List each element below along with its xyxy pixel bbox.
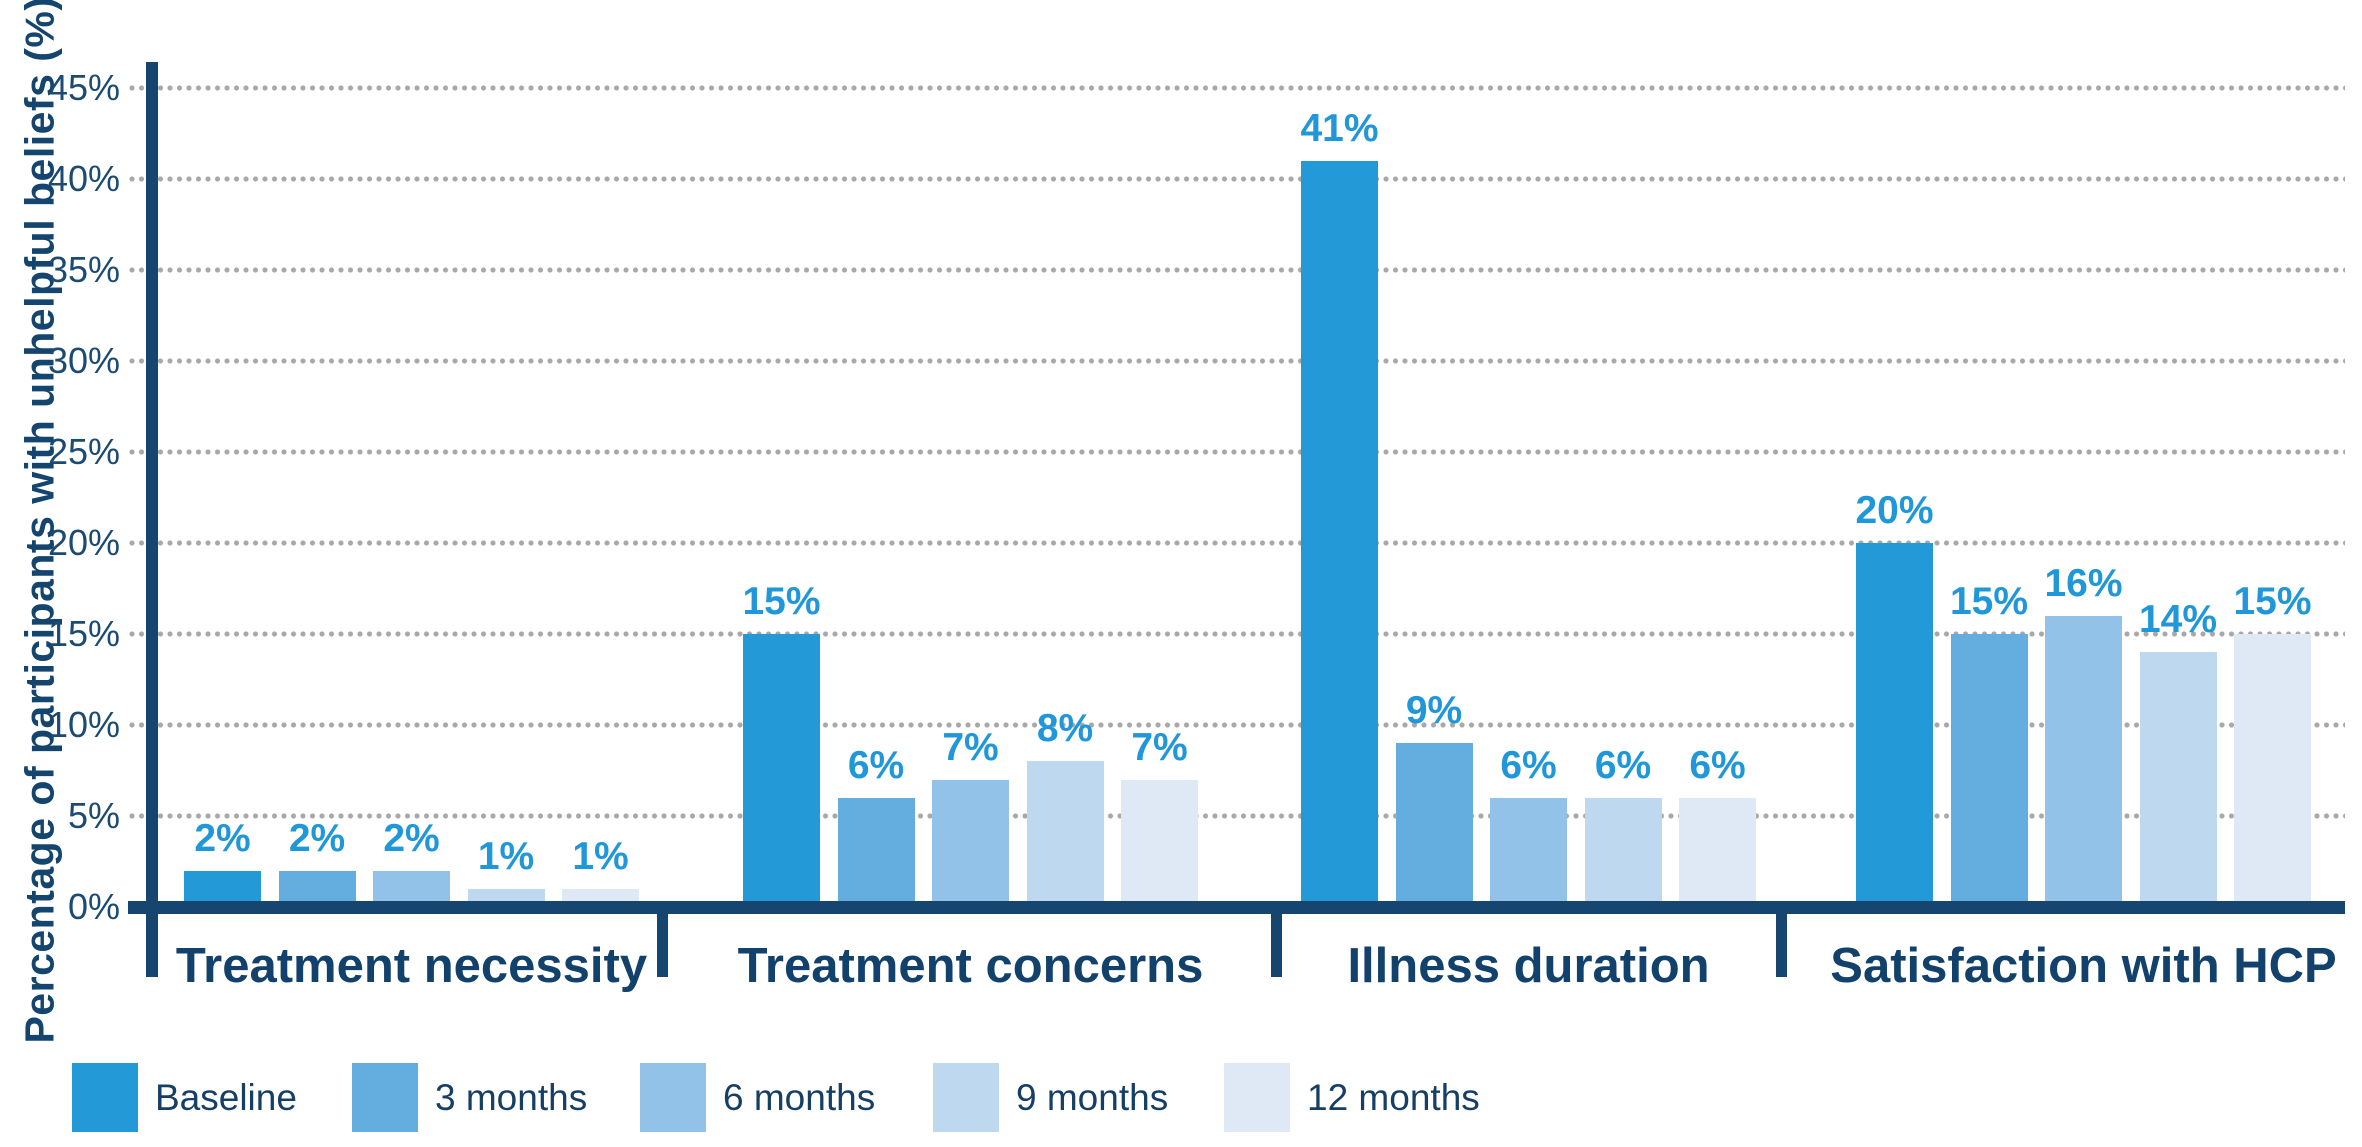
legend-label: 9 months bbox=[1016, 1076, 1169, 1118]
bar-value-label: 1% bbox=[477, 834, 535, 878]
category-label: Treatment concerns bbox=[737, 939, 1204, 993]
gridline bbox=[128, 813, 2345, 819]
gridline bbox=[128, 176, 2345, 182]
y-tick-label: 5% bbox=[67, 795, 120, 836]
category-label: Satisfaction with HCP bbox=[1830, 939, 2337, 993]
gridline bbox=[128, 85, 2345, 91]
y-tick-label: 40% bbox=[47, 158, 120, 199]
bar-value-label: 15% bbox=[742, 580, 821, 623]
gridline bbox=[128, 722, 2345, 728]
bar bbox=[1395, 743, 1473, 907]
bar-value-label: 20% bbox=[1855, 489, 1934, 532]
bar bbox=[2234, 634, 2311, 907]
gridline bbox=[128, 540, 2345, 546]
y-tick-label: 10% bbox=[47, 704, 120, 745]
bar bbox=[743, 634, 820, 907]
bar-value-label: 7% bbox=[942, 725, 999, 769]
bar bbox=[278, 870, 356, 907]
category-divider bbox=[1271, 914, 1282, 977]
legend-swatch bbox=[640, 1063, 706, 1132]
bar-value-label: 6% bbox=[847, 743, 905, 787]
legend-item: 12 months bbox=[1224, 1063, 1480, 1132]
bar-value-label: 41% bbox=[1300, 106, 1379, 150]
bar bbox=[1026, 761, 1104, 907]
bar-value-label: 15% bbox=[1949, 580, 2029, 623]
bar bbox=[837, 797, 915, 907]
bar-value-label: 2% bbox=[194, 816, 251, 860]
bar bbox=[1856, 543, 1933, 907]
bar bbox=[2139, 652, 2217, 907]
bar bbox=[1679, 797, 1756, 907]
legend-item: 6 months bbox=[640, 1063, 875, 1132]
legend-label: Baseline bbox=[155, 1076, 297, 1118]
y-tick-label: 45% bbox=[47, 67, 120, 108]
legend-item: Baseline bbox=[72, 1063, 297, 1132]
legend-label: 6 months bbox=[723, 1076, 876, 1118]
category-divider bbox=[1776, 914, 1787, 977]
category-label: Treatment necessity bbox=[175, 939, 648, 993]
bar-value-label: 16% bbox=[2044, 561, 2123, 605]
bar-value-label: 1% bbox=[572, 834, 629, 878]
y-tick-label: 30% bbox=[47, 340, 120, 381]
gridline bbox=[128, 267, 2345, 273]
bar bbox=[184, 870, 261, 907]
gridline bbox=[128, 631, 2345, 637]
bar bbox=[2045, 615, 2122, 907]
legend-swatch bbox=[1224, 1063, 1290, 1132]
bar-value-label: 2% bbox=[288, 816, 346, 860]
legend-label: 12 months bbox=[1307, 1076, 1480, 1118]
bar bbox=[1490, 797, 1567, 907]
bar bbox=[932, 779, 1009, 907]
bar-value-label: 6% bbox=[1594, 743, 1652, 787]
bar-value-label: 6% bbox=[1689, 743, 1746, 787]
bar bbox=[373, 870, 450, 907]
legend-swatch bbox=[72, 1063, 138, 1132]
gridline bbox=[128, 358, 2345, 364]
x-axis-line bbox=[128, 901, 2345, 914]
y-tick-label: 25% bbox=[47, 431, 120, 472]
y-tick-label: 35% bbox=[47, 249, 120, 290]
bar-value-label: 6% bbox=[1500, 743, 1557, 787]
bar bbox=[1301, 160, 1378, 907]
bar bbox=[1950, 634, 2028, 907]
legend-swatch bbox=[933, 1063, 999, 1132]
bar-value-label: 14% bbox=[2138, 598, 2218, 642]
bar-value-label: 15% bbox=[2233, 580, 2312, 623]
bar-value-label: 7% bbox=[1131, 725, 1188, 769]
y-tick-label: 0% bbox=[67, 886, 120, 927]
category-label: Illness duration bbox=[1347, 939, 1710, 993]
legend-item: 3 months bbox=[352, 1063, 587, 1132]
y-tick-label: 15% bbox=[47, 613, 120, 654]
bar-value-label: 2% bbox=[383, 816, 440, 860]
bar bbox=[1584, 797, 1662, 907]
legend-label: 3 months bbox=[435, 1076, 588, 1118]
category-divider bbox=[657, 914, 668, 977]
y-axis-line bbox=[146, 62, 158, 977]
bar-value-label: 9% bbox=[1405, 689, 1463, 733]
legend-item: 9 months bbox=[933, 1063, 1168, 1132]
legend-swatch bbox=[352, 1063, 418, 1132]
y-tick-label: 20% bbox=[47, 522, 120, 563]
gridline bbox=[128, 449, 2345, 455]
bar bbox=[1121, 779, 1198, 907]
bar-value-label: 8% bbox=[1036, 707, 1094, 751]
